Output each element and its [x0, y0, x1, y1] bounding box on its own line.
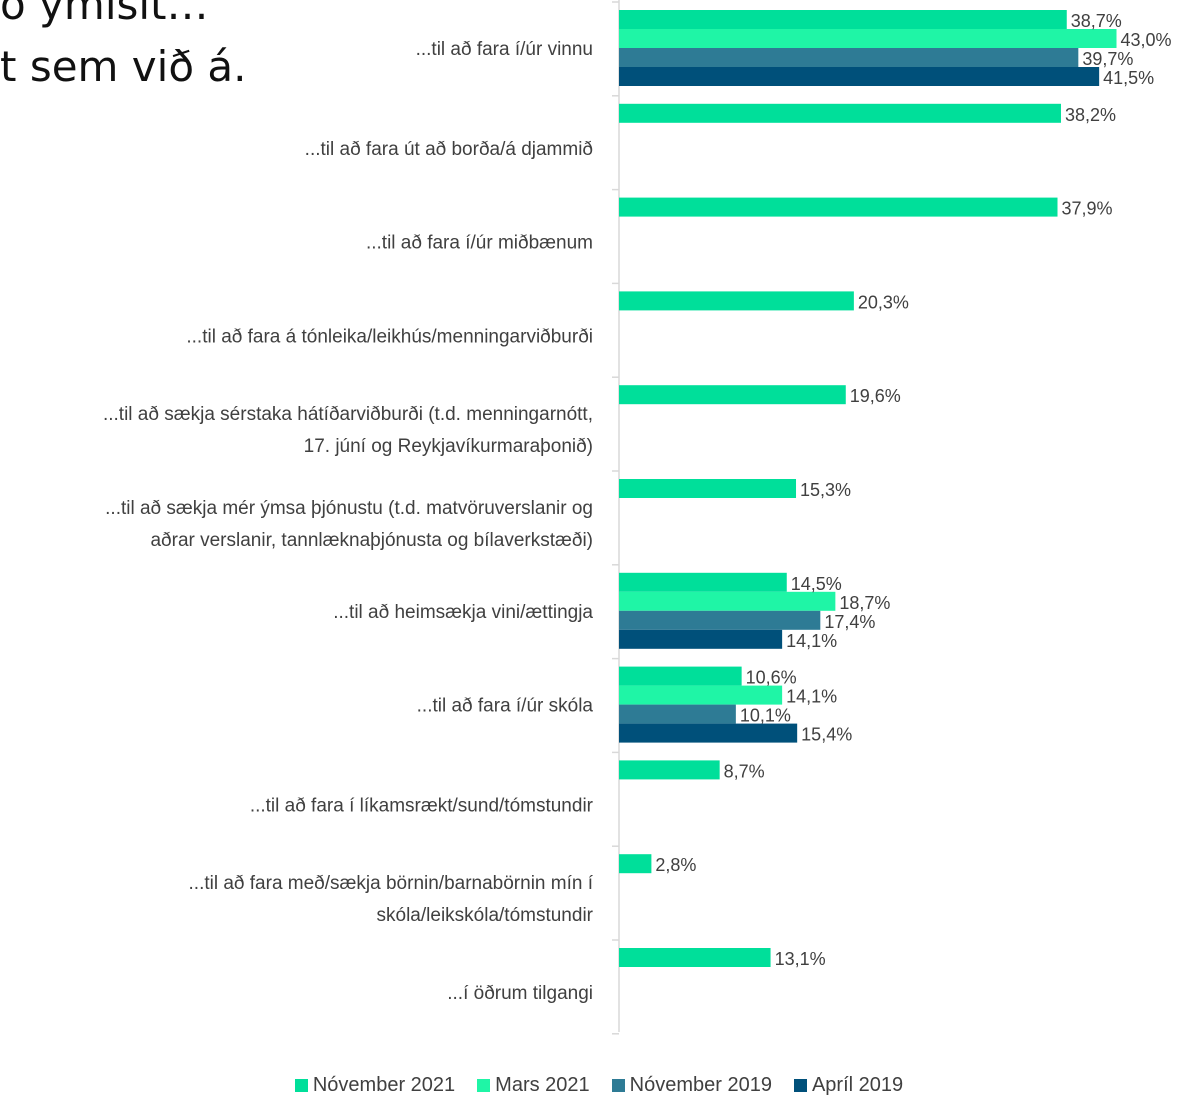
category-labels: ...til að fara í/úr vinnu ...til að fara … — [103, 39, 594, 1004]
value-label: 14,1% — [786, 687, 837, 707]
bar — [619, 591, 836, 611]
category-label: ...til að fara á tónleika/leikhús/mennin… — [186, 326, 593, 347]
value-label: 10,6% — [746, 668, 797, 688]
legend-item: Apríl 2019 — [793, 1074, 904, 1097]
legend-swatch — [294, 1079, 308, 1092]
bar — [619, 666, 742, 686]
value-label: 39,7% — [1082, 49, 1133, 69]
value-label: 15,4% — [801, 725, 852, 745]
bar — [619, 29, 1117, 48]
value-label: 37,9% — [1062, 199, 1113, 219]
value-label: 17,4% — [824, 612, 875, 632]
bar — [619, 854, 652, 874]
bar — [619, 48, 1079, 67]
value-label: 13,1% — [775, 949, 826, 969]
value-label: 19,6% — [850, 386, 901, 406]
bar — [619, 760, 720, 780]
value-label: 8,7% — [724, 761, 765, 781]
category-label: ...í öðrum tilgangi — [447, 983, 593, 1004]
bar — [619, 629, 783, 649]
legend-item: Nóvember 2021 — [294, 1074, 456, 1097]
bar-marks — [619, 10, 1117, 967]
category-axis-ticks — [612, 1, 619, 1035]
value-label: 20,3% — [858, 292, 909, 312]
category-label: ...til að sækja sérstaka hátíðarviðburði… — [103, 404, 593, 457]
data-labels: 38,7%43,0%39,7%41,5% 38,2% 37,9% 20,3% 19,6%… — [655, 11, 1171, 969]
value-label: 2,8% — [655, 855, 696, 875]
category-label: ...til að sækja mér ýmsa þjónustu (t.d. … — [105, 498, 593, 551]
value-label: 43,0% — [1121, 30, 1172, 50]
bar — [619, 704, 736, 724]
bar — [619, 610, 821, 630]
legend-swatch — [611, 1079, 625, 1092]
bar — [619, 291, 854, 311]
legend-label: Mars 2021 — [495, 1074, 590, 1096]
bar — [619, 572, 787, 592]
bar — [619, 67, 1100, 86]
bar-chart: 38,7%43,0%39,7%41,5% 38,2% 37,9% 20,3% 19,6%… — [103, 0, 1172, 1035]
bar — [619, 103, 1061, 123]
value-label: 15,3% — [800, 480, 851, 500]
legend-swatch — [793, 1079, 807, 1092]
legend-label: Nóvember 2019 — [629, 1074, 772, 1096]
bar — [619, 685, 783, 705]
category-label: ...til að fara með/sækja börnin/barnabör… — [189, 873, 594, 926]
value-label: 38,2% — [1065, 105, 1116, 125]
bar — [619, 385, 846, 405]
value-label: 41,5% — [1103, 68, 1154, 88]
value-label: 14,1% — [786, 631, 837, 651]
value-label: 38,7% — [1071, 11, 1122, 31]
bar — [619, 197, 1058, 217]
slide-title-line-2: t sem við á. — [0, 42, 247, 91]
value-label: 10,1% — [740, 706, 791, 726]
legend-label: Apríl 2019 — [811, 1074, 904, 1096]
category-label: ...til að fara út að borða/á djammið — [305, 139, 593, 160]
chart-legend: Nóvember 2021 Mars 2021 Nóvember 2019 Apríl… — [0, 1074, 1198, 1097]
value-label: 14,5% — [791, 574, 842, 594]
bar — [619, 479, 797, 498]
category-label: ...til að fara í líkamsrækt/sund/tómstun… — [250, 795, 594, 816]
legend-item: Nóvember 2019 — [611, 1074, 772, 1097]
category-label: ...til að fara í/úr vinnu — [416, 39, 593, 60]
slide-title-line-1: ö ýmislt… — [0, 0, 209, 29]
bar — [619, 10, 1067, 29]
legend-swatch — [477, 1079, 491, 1092]
legend-label: Nóvember 2021 — [312, 1074, 456, 1096]
legend-item: Mars 2021 — [477, 1074, 590, 1097]
category-label: ...til að fara í/úr skóla — [417, 696, 594, 717]
value-label: 18,7% — [839, 593, 890, 613]
category-label: ...til að heimsækja vini/ættingja — [333, 602, 593, 623]
category-label: ...til að fara í/úr miðbænum — [366, 233, 593, 254]
bar — [619, 948, 771, 967]
bar — [619, 723, 798, 743]
